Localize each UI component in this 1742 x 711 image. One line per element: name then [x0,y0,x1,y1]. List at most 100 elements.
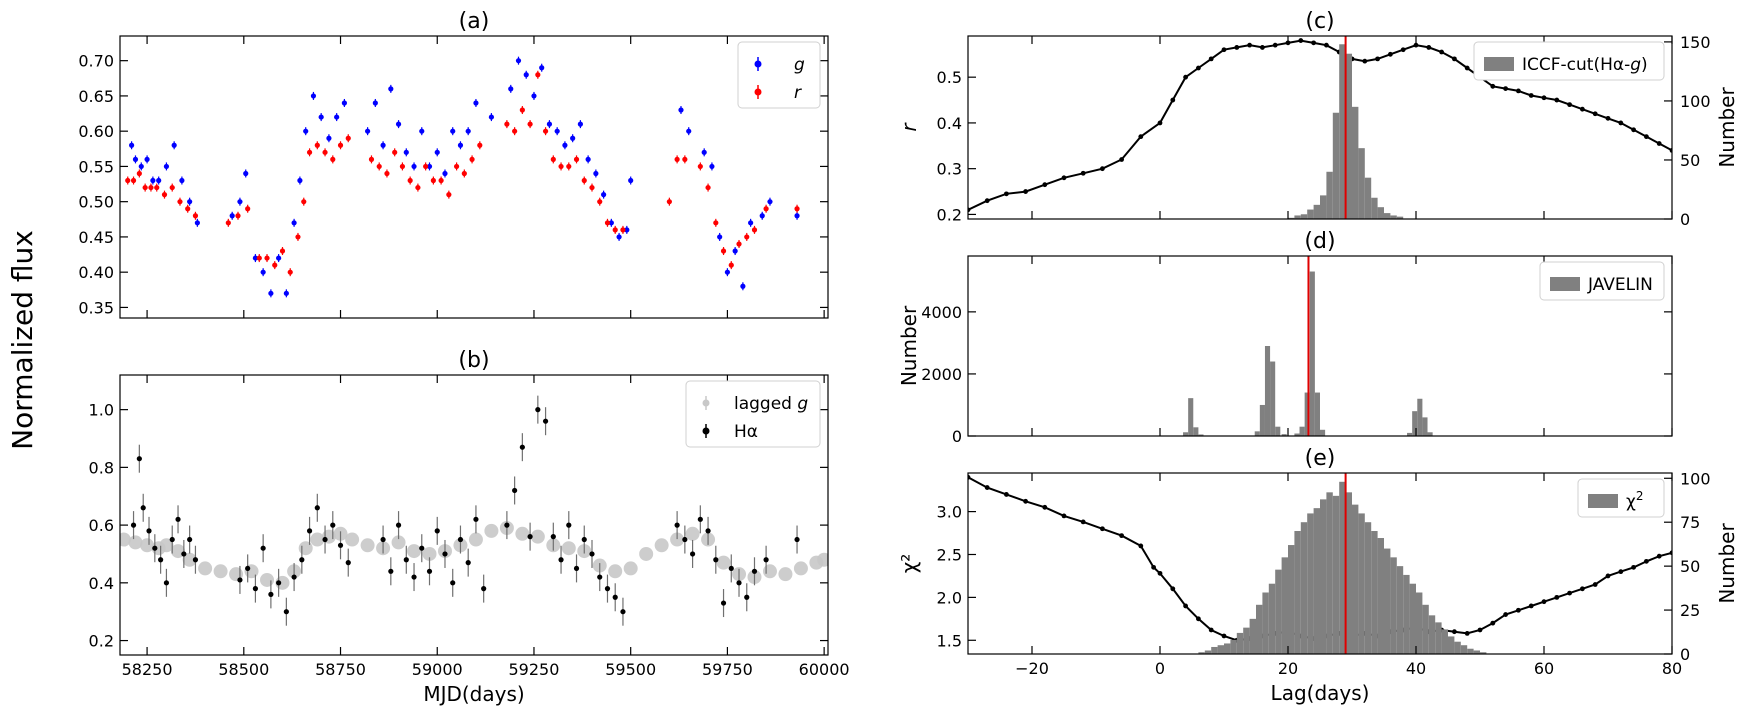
lagged-g-point-40 [685,526,700,541]
data-point-a-0-26 [341,100,347,106]
x-tick-label-e-2: 20 [1278,659,1298,678]
hist-bar-e-35 [1422,604,1429,654]
lagged-g-point-36 [623,561,638,576]
x-tick-label-e-3: 40 [1406,659,1426,678]
data-point-a-1-11 [225,220,231,226]
data-point-b-1-52 [589,551,595,557]
hist-bar-c-7 [1332,112,1340,219]
data-point-a-0-71 [794,213,800,219]
plot-area-b [120,395,828,626]
lagged-g-point-6 [182,552,197,567]
hist-bar-e-6 [1236,632,1244,654]
data-point-a-0-32 [403,149,409,155]
y-tick-label-c-1: 0.3 [937,160,962,179]
legend-swatch-e-0 [1588,494,1618,508]
data-point-a-0-9 [187,199,193,205]
y-tick-label-b-0: 0.2 [89,632,114,651]
hist-bar-d-6 [1264,346,1271,436]
data-point-a-1-7 [169,184,175,191]
data-point-b-1-5 [158,557,164,563]
hist-bar-e-39 [1448,636,1455,654]
data-point-b-1-15 [260,545,266,551]
y2-tick-label-c-0: 0 [1680,210,1690,229]
axes-frame-d [967,255,1673,437]
line-marker-e-47 [1618,569,1624,575]
data-point-a-0-57 [616,234,622,240]
data-point-a-1-37 [446,192,452,198]
hist-bar-e-14 [1288,545,1295,654]
data-point-a-0-40 [465,128,471,134]
data-point-a-0-31 [395,121,402,127]
line-marker-c-30 [1413,42,1419,48]
hist-bar-e-0 [1198,652,1205,654]
data-point-b-1-34 [434,528,440,534]
y-tick-label-b-3: 0.8 [89,458,114,477]
data-point-a-0-61 [686,128,692,134]
line-marker-c-12 [1183,74,1188,80]
data-point-a-0-8 [179,177,185,184]
hist-bar-d-10 [1294,433,1300,436]
line-marker-e-5 [1061,513,1067,519]
data-point-b-1-36 [450,580,456,586]
data-point-b-1-22 [314,505,320,511]
hist-bar-e-40 [1454,641,1461,654]
data-point-a-0-22 [310,93,317,99]
data-point-a-1-48 [550,156,556,162]
data-point-a-1-40 [469,156,475,162]
line-marker-c-14 [1208,56,1214,62]
line-marker-c-38 [1516,88,1521,94]
y2-tick-label-c-2: 100 [1680,92,1711,111]
hist-bar-e-34 [1416,592,1423,654]
hist-bar-e-21 [1332,495,1340,654]
lagged-g-point-18 [345,532,360,547]
lagged-g-point-21 [391,535,406,550]
data-point-a-0-41 [473,100,479,106]
data-point-a-1-9 [185,206,191,212]
line-marker-c-29 [1400,47,1406,53]
hist-bar-e-29 [1384,548,1391,654]
line-marker-c-49 [1656,141,1662,146]
line-marker-e-41 [1541,599,1547,605]
line-marker-c-42 [1567,102,1572,108]
line-marker-c-11 [1170,97,1176,103]
data-point-a-0-6 [163,163,170,170]
legend-box-a [737,41,821,109]
hist-bar-d-0 [1183,432,1189,436]
data-point-b-1-60 [697,516,703,522]
data-point-a-1-51 [573,156,580,162]
data-point-a-1-21 [306,149,313,155]
data-point-a-0-17 [276,255,282,261]
hist-bar-c-15 [1384,213,1391,219]
hist-bar-c-4 [1313,204,1320,219]
data-point-a-0-60 [678,107,684,113]
data-point-a-1-70 [794,206,800,212]
data-point-a-1-58 [666,199,672,205]
line-marker-c-41 [1554,97,1560,103]
x-tick-label-e-1: 0 [1155,659,1165,678]
data-point-b-1-67 [751,568,758,574]
line-marker-c-32 [1439,49,1444,55]
hist-bar-e-3 [1217,645,1224,654]
line-marker-c-47 [1631,127,1636,133]
data-point-a-0-3 [144,156,150,162]
data-point-b-1-11 [192,557,199,563]
line-marker-e-16 [1221,633,1227,639]
hist-bar-e-41 [1460,645,1468,654]
line-marker-c-13 [1196,65,1201,71]
hist-bar-d-19 [1422,417,1428,436]
data-point-a-0-18 [283,290,289,296]
data-point-a-1-6 [161,192,168,198]
data-point-b-1-57 [674,522,680,528]
lagged-g-point-2 [140,538,155,553]
axes-frame-e [967,472,1673,655]
data-point-b-1-7 [169,536,175,543]
data-point-a-1-27 [368,156,375,162]
data-point-b-1-18 [283,609,289,615]
hist-bar-e-36 [1428,615,1436,654]
hist-bar-d-11 [1299,426,1305,436]
lagged-g-point-27 [484,523,499,538]
hist-bar-d-2 [1193,427,1199,436]
data-point-a-1-23 [322,149,328,155]
y-tick-label-b-2: 0.6 [89,516,114,535]
data-point-a-0-51 [570,135,576,141]
